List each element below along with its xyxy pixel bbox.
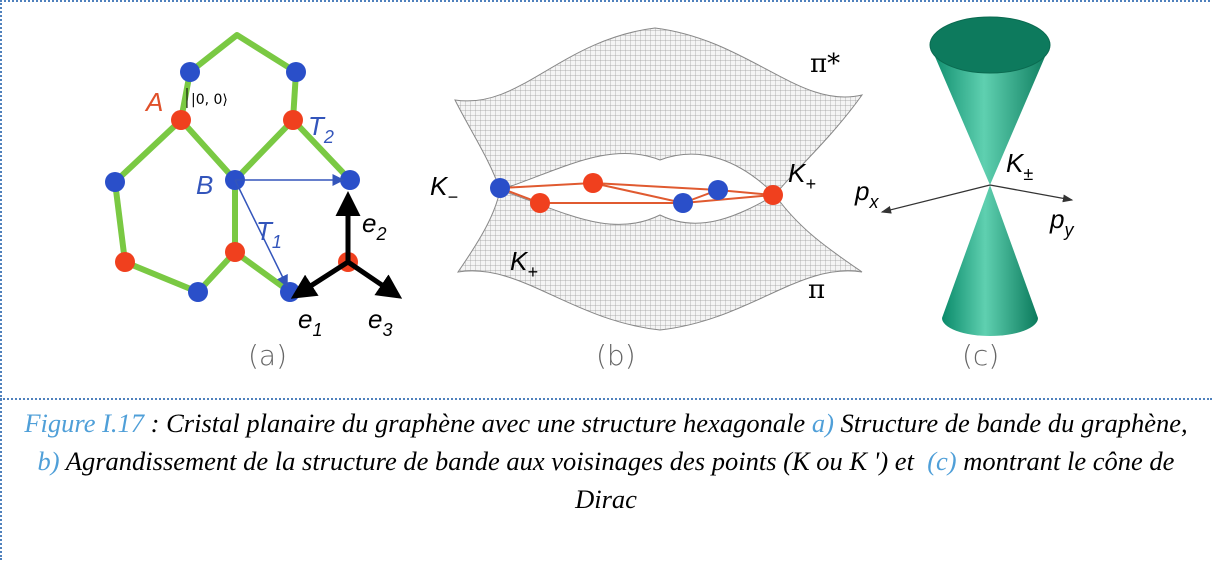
band-label: π*	[810, 49, 840, 79]
atom-a	[115, 252, 135, 272]
upper-cone	[930, 45, 1050, 185]
atom-b	[188, 282, 208, 302]
bond-vector	[346, 259, 403, 299]
vector-label: e2	[362, 208, 386, 244]
symbol: K	[1006, 148, 1025, 178]
conduction-band	[454, 27, 864, 196]
panel-label: (c)	[962, 339, 999, 372]
caption-text: Structure de bande du graphène,	[833, 408, 1195, 438]
subscript: +	[527, 262, 538, 282]
upper-cone-rim	[929, 16, 1051, 74]
valence-band	[456, 189, 863, 331]
k-label: K+	[788, 158, 816, 194]
k-point	[530, 193, 550, 213]
k-points	[490, 173, 783, 213]
figure-caption: Figure I.17 : Cristal planaire du graphè…	[20, 404, 1192, 518]
subscript: 2	[323, 127, 334, 147]
site-label: A	[144, 87, 163, 117]
atom-b	[286, 62, 306, 82]
caption-separator	[0, 398, 1212, 400]
vector-label: T2	[308, 111, 334, 147]
subscript: 1	[272, 232, 282, 252]
subscript: −	[447, 187, 458, 207]
symbol: T	[308, 111, 326, 141]
vector-label: e3	[368, 304, 392, 340]
subscript: 2	[375, 224, 386, 244]
symbol: e	[298, 304, 312, 334]
symbol: e	[368, 304, 382, 334]
axis-label: px	[854, 176, 879, 212]
k-point	[490, 178, 510, 198]
k-point	[673, 193, 693, 213]
k-point	[763, 185, 783, 205]
subscript: +	[805, 174, 816, 194]
k-point	[708, 180, 728, 200]
caption-ref: b)	[37, 446, 60, 476]
axis-py	[989, 184, 1074, 203]
ket-label: |0, 0⟩	[191, 92, 228, 108]
lattice-vector	[234, 179, 288, 288]
atom-a	[283, 110, 303, 130]
symbol: e	[362, 208, 376, 238]
subscript: x	[868, 192, 879, 212]
symbol: p	[854, 176, 869, 206]
subscript: 1	[312, 320, 322, 340]
site-label: B	[196, 170, 213, 200]
k-point	[583, 173, 603, 193]
lower-cone	[942, 185, 1038, 336]
caption-ref: Figure I.17	[24, 408, 145, 438]
atom-b	[340, 170, 360, 190]
k-label: K+	[510, 246, 538, 282]
atom-b	[180, 62, 200, 82]
atoms	[105, 62, 360, 302]
bond-vector	[290, 259, 350, 299]
atom-a	[225, 242, 245, 262]
caption-ref: (c)	[927, 446, 957, 476]
k-label: K−	[430, 171, 458, 207]
subscript: ±	[1023, 164, 1033, 184]
symbol: T	[256, 216, 274, 246]
axis-px	[880, 184, 991, 214]
caption-text: montrant le cône de Dirac	[575, 446, 1182, 514]
k-label: K±	[1006, 148, 1033, 184]
panel-label: (a)	[248, 339, 287, 372]
caption-text: Agrandissement de la structure de bande …	[59, 446, 928, 476]
symbol: p	[1049, 204, 1064, 234]
symbol: K	[430, 171, 449, 201]
panel-label: (b)	[596, 339, 636, 372]
subscript: y	[1062, 220, 1074, 240]
caption-text: : Cristal planaire du graphène avec une …	[144, 408, 812, 438]
band-label: π	[808, 275, 825, 305]
subscript: 3	[382, 320, 392, 340]
figure: A |0, 0⟩ T2 B T1 e2 e1 e3 (a) K− π* K+ K…	[105, 16, 1074, 372]
vector-label: e1	[298, 304, 322, 340]
symbol: K	[510, 246, 529, 276]
vector-label: T1	[256, 216, 282, 252]
symbol: K	[788, 158, 807, 188]
axis-label: py	[1049, 204, 1074, 240]
atom-b	[105, 172, 125, 192]
atom-a	[171, 110, 191, 130]
caption-ref: a)	[811, 408, 834, 438]
